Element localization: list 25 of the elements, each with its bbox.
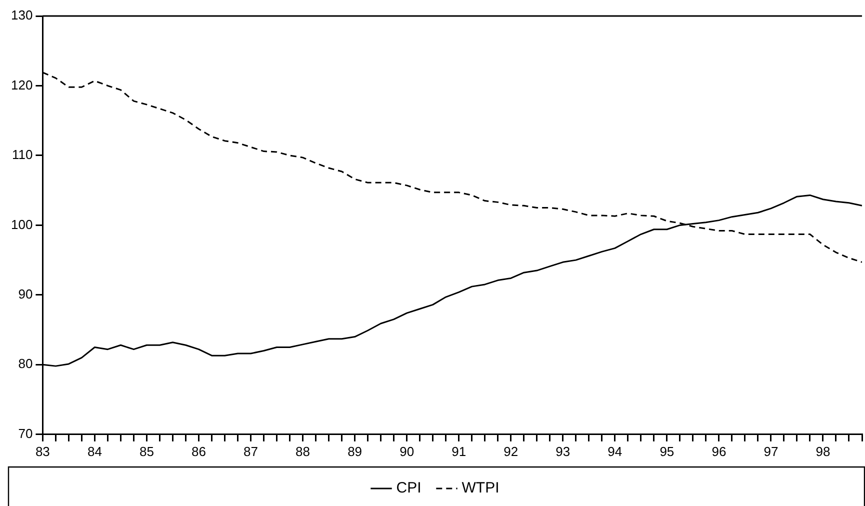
y-tick-label: 130 [10,8,33,23]
legend-label: CPI [396,480,422,497]
x-tick-label: 97 [764,444,778,459]
x-tick-label: 91 [452,444,466,459]
x-tick-label: 94 [608,444,622,459]
x-tick-label: 95 [660,444,674,459]
x-tick-label: 89 [348,444,362,459]
x-tick-label: 96 [712,444,726,459]
x-tick-label: 87 [244,444,258,459]
y-tick-label: 100 [10,216,33,232]
legend-label: WTPI [462,480,500,497]
x-tick-label: 90 [400,444,414,459]
y-tick-label: 110 [12,147,33,162]
y-tick-label: 70 [18,426,33,441]
x-tick-label: 86 [192,444,206,459]
y-tick-label: 90 [18,286,33,302]
y-tick-label: 80 [18,356,33,372]
x-tick-label: 88 [296,444,310,459]
y-tick-label: 120 [10,77,33,92]
x-tick-label: 85 [139,444,154,459]
x-tick-label: 92 [504,444,518,459]
x-tick-label: 98 [816,444,830,459]
x-tick-label: 93 [556,444,570,459]
x-tick-label: 83 [35,444,50,459]
x-tick-label: 84 [87,444,102,459]
